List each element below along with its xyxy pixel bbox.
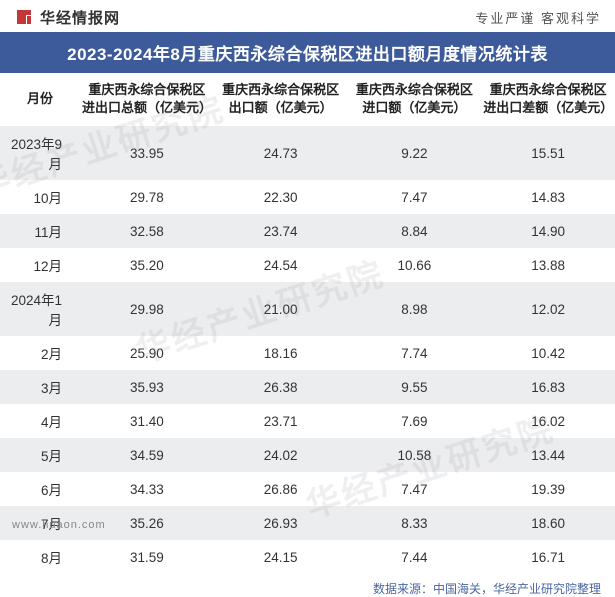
table-cell: 7.47 (348, 180, 482, 214)
table-row: 2023年9月33.9524.739.2215.51 (0, 126, 615, 180)
table-cell: 19.39 (481, 472, 615, 506)
table-cell: 22.30 (214, 180, 348, 214)
table-cell: 14.83 (481, 180, 615, 214)
table-cell: 9.55 (348, 370, 482, 404)
table-cell: 7.69 (348, 404, 482, 438)
table-cell: 16.71 (481, 540, 615, 574)
table-cell: 6月 (0, 472, 80, 506)
table-title: 2023-2024年8月重庆西永综合保税区进出口额月度情况统计表 (0, 32, 615, 73)
table-row: 10月29.7822.307.4714.83 (0, 180, 615, 214)
header-row: 月份 重庆西永综合保税区进出口总额（亿美元） 重庆西永综合保税区出口额（亿美元）… (0, 73, 615, 126)
table-row: 8月31.5924.157.4416.71 (0, 540, 615, 574)
table-row: 4月31.4023.717.6916.02 (0, 404, 615, 438)
slogan: 专业严谨 客观科学 (475, 8, 601, 27)
logo-icon (14, 7, 34, 27)
table-cell: 2月 (0, 336, 80, 370)
table-cell: 33.95 (80, 126, 214, 180)
table-cell: 10.58 (348, 438, 482, 472)
table-cell: 34.59 (80, 438, 214, 472)
table-cell: 29.98 (80, 282, 214, 336)
table-row: 2月25.9018.167.7410.42 (0, 336, 615, 370)
table-cell: 35.93 (80, 370, 214, 404)
table-row: 11月32.5823.748.8414.90 (0, 214, 615, 248)
table-row: 5月34.5924.0210.5813.44 (0, 438, 615, 472)
table-cell: 31.59 (80, 540, 214, 574)
table-cell: 11月 (0, 214, 80, 248)
table-cell: 8月 (0, 540, 80, 574)
table-cell: 24.02 (214, 438, 348, 472)
table-cell: 10.42 (481, 336, 615, 370)
table-cell: 29.78 (80, 180, 214, 214)
table-cell: 31.40 (80, 404, 214, 438)
table-cell: 5月 (0, 438, 80, 472)
table-row: 6月34.3326.867.4719.39 (0, 472, 615, 506)
table-cell: 2023年9月 (0, 126, 80, 180)
table-cell: 3月 (0, 370, 80, 404)
table-cell: 7.44 (348, 540, 482, 574)
table-cell: 16.83 (481, 370, 615, 404)
table-cell: 10.66 (348, 248, 482, 282)
table-cell: 15.51 (481, 126, 615, 180)
table-cell: 18.16 (214, 336, 348, 370)
data-table: 月份 重庆西永综合保税区进出口总额（亿美元） 重庆西永综合保税区出口额（亿美元）… (0, 73, 615, 574)
table-cell: 4月 (0, 404, 80, 438)
logo-block: 华经情报网 (14, 7, 120, 28)
col-month: 月份 (0, 73, 80, 126)
table-cell: 7.47 (348, 472, 482, 506)
table-cell: 13.88 (481, 248, 615, 282)
col-diff: 重庆西永综合保税区进出口差额（亿美元） (481, 73, 615, 126)
table-cell: 8.33 (348, 506, 482, 540)
table-cell: 26.86 (214, 472, 348, 506)
table-cell: 35.20 (80, 248, 214, 282)
table-cell: 9.22 (348, 126, 482, 180)
table-cell: 14.90 (481, 214, 615, 248)
site-name: 华经情报网 (40, 7, 120, 28)
table-cell: 25.90 (80, 336, 214, 370)
table-cell: 2024年1月 (0, 282, 80, 336)
table-cell: 34.33 (80, 472, 214, 506)
domain-text: www.huaon.com (12, 519, 106, 531)
col-import: 重庆西永综合保税区进口额（亿美元） (348, 73, 482, 126)
table-cell: 18.60 (481, 506, 615, 540)
table-cell: 21.00 (214, 282, 348, 336)
table-cell: 8.98 (348, 282, 482, 336)
table-cell: 24.73 (214, 126, 348, 180)
col-export: 重庆西永综合保税区出口额（亿美元） (214, 73, 348, 126)
table-cell: 24.54 (214, 248, 348, 282)
page-header: 华经情报网 专业严谨 客观科学 (0, 0, 615, 32)
table-cell: 23.71 (214, 404, 348, 438)
table-cell: 24.15 (214, 540, 348, 574)
table-cell: 16.02 (481, 404, 615, 438)
table-row: 3月35.9326.389.5516.83 (0, 370, 615, 404)
table-row: 12月35.2024.5410.6613.88 (0, 248, 615, 282)
table-cell: 26.93 (214, 506, 348, 540)
data-source: 数据来源：中国海关，华经产业研究院整理 (0, 574, 615, 597)
col-total: 重庆西永综合保税区进出口总额（亿美元） (80, 73, 214, 126)
table-cell: 12.02 (481, 282, 615, 336)
table-cell: 23.74 (214, 214, 348, 248)
table-cell: 26.38 (214, 370, 348, 404)
table-cell: 10月 (0, 180, 80, 214)
table-cell: 8.84 (348, 214, 482, 248)
table-cell: 13.44 (481, 438, 615, 472)
table-cell: 7.74 (348, 336, 482, 370)
table-row: 2024年1月29.9821.008.9812.02 (0, 282, 615, 336)
table-cell: 12月 (0, 248, 80, 282)
table-cell: 32.58 (80, 214, 214, 248)
